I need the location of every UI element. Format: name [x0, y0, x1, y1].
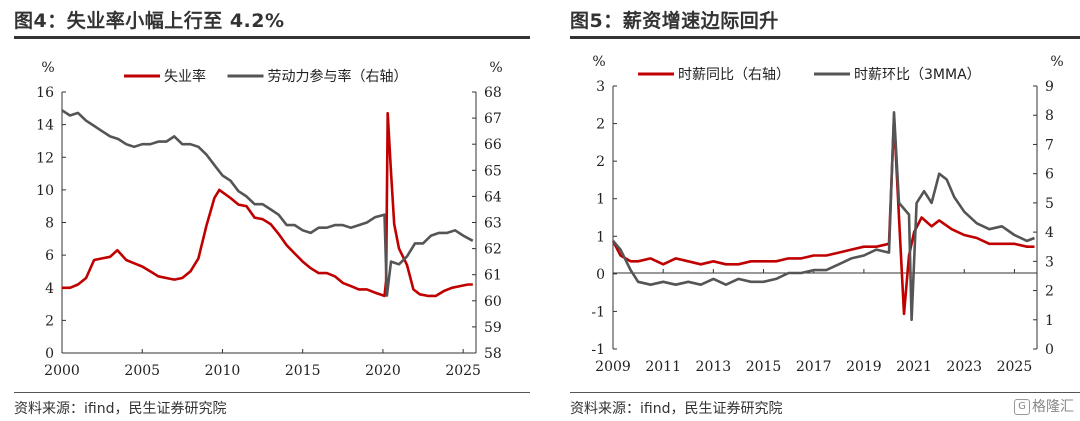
x-tick-label: 2025 [997, 359, 1033, 375]
y-tick-label-left: 1 [596, 192, 605, 208]
y-tick-label-left: 0 [45, 346, 54, 362]
y-tick-label-left: 16 [36, 85, 54, 101]
y-tick-label-right: 5 [1045, 196, 1054, 212]
y-tick-label-right: 58 [484, 346, 502, 362]
y-tick-label-left: 2 [596, 154, 605, 170]
x-tick-label: 2015 [285, 363, 321, 379]
y-tick-label-right: 65 [484, 163, 502, 179]
y-tick-label-right: 7 [1045, 137, 1054, 153]
y-tick-label-right: 61 [484, 268, 502, 284]
x-tick-label: 2020 [365, 363, 401, 379]
x-tick-label: 2000 [44, 363, 80, 379]
figure-title: 图4：失业率小幅上行至 4.2% [14, 10, 285, 32]
legend-label-2: 劳动力参与率（右轴） [268, 68, 408, 85]
y-tick-label-right: 63 [484, 216, 502, 232]
series-line-2 [61, 109, 474, 297]
series-line-2 [612, 111, 1035, 322]
series-line-1 [62, 111, 473, 298]
y-tick-label-left: 0 [596, 267, 605, 283]
x-tick-label: 2011 [645, 359, 681, 375]
title-divider [14, 36, 530, 39]
series-line-1 [611, 116, 1035, 316]
right-unit-label: % [489, 60, 502, 76]
source-divider [14, 392, 530, 393]
y-tick-label-right: 60 [484, 294, 502, 310]
y-tick-label-right: 2 [1045, 284, 1054, 300]
legend-label-1: 时薪同比（右轴） [678, 67, 790, 83]
y-tick-label-left: 12 [36, 150, 54, 166]
y-tick-label-left: 1 [596, 229, 605, 245]
figure-title: 图5：薪资增速边际回升 [570, 10, 779, 32]
watermark: G 格隆汇 [1014, 396, 1074, 416]
y-tick-label-left: 4 [45, 281, 54, 297]
left-unit-label: % [592, 54, 605, 70]
chart-panel-wages: 图5：薪资增速边际回升 -1 -1 0 1 1 2 2 3 0 1 2 3 4 5 6 7 8 9 2009 2011… [556, 0, 1080, 421]
y-tick-label-right: 3 [1045, 254, 1054, 270]
x-tick-label: 2009 [595, 359, 631, 375]
y-tick-label-right: 9 [1045, 79, 1054, 95]
x-tick-label: 2017 [796, 359, 832, 375]
x-tick-label: 2010 [205, 363, 241, 379]
x-tick-label: 2015 [746, 359, 782, 375]
watermark-text: 格隆汇 [1032, 399, 1074, 415]
y-tick-label-right: 6 [1045, 167, 1054, 183]
y-tick-label-left: 2 [45, 313, 54, 329]
source-note: 资料来源：ifind，民生证券研究院 [570, 401, 783, 417]
y-tick-label-left: -1 [591, 342, 605, 358]
x-tick-label: 2023 [946, 359, 982, 375]
source-note: 资料来源：ifind，民生证券研究院 [14, 401, 227, 417]
y-tick-label-left: -1 [591, 304, 605, 320]
y-tick-label-right: 8 [1045, 108, 1054, 124]
chart-panel-unemployment: 图4：失业率小幅上行至 4.2% 0 2 4 6 8 10 12 14 16 58 59 60 61 62… [0, 0, 530, 421]
y-tick-label-right: 68 [484, 85, 502, 101]
y-tick-label-left: 10 [36, 183, 54, 199]
y-tick-label-right: 67 [484, 111, 502, 127]
x-tick-label: 2025 [445, 363, 481, 379]
y-tick-label-right: 66 [484, 137, 502, 153]
x-tick-label: 2019 [846, 359, 882, 375]
x-tick-label: 2021 [896, 359, 932, 375]
y-tick-label-right: 64 [484, 189, 502, 205]
y-tick-label-left: 2 [596, 117, 605, 133]
legend-label-1: 失业率 [164, 68, 206, 85]
y-tick-label-right: 62 [484, 242, 502, 258]
y-tick-label-left: 3 [596, 79, 605, 95]
legend-label-2: 时薪环比（3MMA） [854, 67, 981, 83]
y-tick-label-right: 59 [484, 320, 502, 336]
x-tick-label: 2005 [124, 363, 160, 379]
logo-icon: G [1014, 399, 1030, 415]
y-tick-label-right: 0 [1045, 342, 1054, 358]
y-tick-label-right: 4 [1045, 225, 1054, 241]
right-unit-label: % [1050, 54, 1063, 70]
y-tick-label-left: 14 [36, 118, 54, 134]
y-tick-label-right: 1 [1045, 313, 1054, 329]
source-divider [570, 392, 1080, 393]
x-tick-label: 2013 [696, 359, 732, 375]
line-chart-wages: -1 -1 0 1 1 2 2 3 0 1 2 3 4 5 6 7 8 9 2009 2011 2013 2015 2017… [591, 54, 1063, 375]
title-divider [570, 36, 1080, 39]
y-tick-label-left: 8 [45, 216, 54, 232]
y-tick-label-left: 6 [45, 248, 54, 264]
left-unit-label: % [41, 60, 54, 76]
